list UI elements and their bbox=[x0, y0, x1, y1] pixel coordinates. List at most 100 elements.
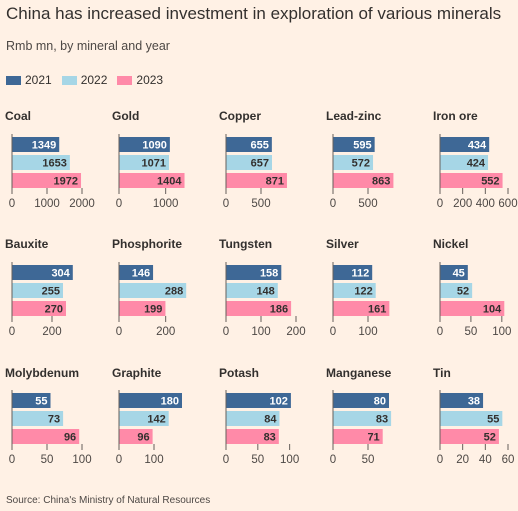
legend-swatch-2023 bbox=[117, 75, 133, 85]
tick-label-nickel-0: 0 bbox=[437, 326, 443, 338]
panel-tin: Tin 38 55 52 0 20 40 60 bbox=[433, 366, 514, 466]
bar-coal-2022 bbox=[12, 155, 70, 170]
bar-label-potash-2022: 84 bbox=[264, 414, 277, 426]
panel-title-iron-ore: Iron ore bbox=[433, 109, 478, 123]
tick-label-manganese-50: 50 bbox=[362, 454, 375, 466]
bar-label-bauxite-2023: 270 bbox=[45, 304, 63, 316]
bar-nickel-2022 bbox=[440, 283, 473, 298]
bar-copper-2023 bbox=[226, 173, 287, 188]
bar-label-lead-zinc-2023: 863 bbox=[372, 176, 390, 188]
bar-label-iron-ore-2021: 434 bbox=[468, 140, 487, 152]
bar-label-phosphorite-2022: 288 bbox=[165, 286, 183, 298]
bar-phosphorite-2022 bbox=[119, 283, 187, 298]
tick-label-potash-0: 0 bbox=[223, 454, 229, 466]
tick-label-manganese-0: 0 bbox=[330, 454, 336, 466]
bar-graphite-2023 bbox=[119, 429, 153, 444]
bar-label-tin-2022: 55 bbox=[487, 414, 499, 426]
bar-copper-2022 bbox=[226, 155, 272, 170]
tick-label-iron-ore-0: 0 bbox=[437, 198, 443, 210]
panel-title-phosphorite: Phosphorite bbox=[112, 237, 182, 251]
bar-lead-zinc-2023 bbox=[333, 173, 394, 188]
bar-iron-ore-2023 bbox=[440, 173, 503, 188]
tick-label-copper-500: 500 bbox=[251, 198, 270, 210]
bar-label-potash-2023: 83 bbox=[264, 432, 276, 444]
tick-label-coal-2000: 2000 bbox=[69, 198, 95, 210]
bar-label-tin-2021: 38 bbox=[468, 396, 480, 408]
bar-graphite-2022 bbox=[119, 411, 169, 426]
bar-coal-2021 bbox=[12, 137, 60, 152]
tick-label-coal-0: 0 bbox=[9, 198, 15, 210]
bar-silver-2023 bbox=[333, 301, 390, 316]
bar-label-copper-2022: 657 bbox=[251, 158, 269, 170]
bar-label-iron-ore-2023: 552 bbox=[481, 176, 499, 188]
legend-label-2022: 2022 bbox=[80, 73, 108, 87]
bar-tungsten-2023 bbox=[226, 301, 292, 316]
bar-manganese-2023 bbox=[333, 429, 383, 444]
bar-label-nickel-2022: 52 bbox=[457, 286, 469, 298]
tick-label-copper-0: 0 bbox=[223, 198, 229, 210]
bar-lead-zinc-2021 bbox=[333, 137, 375, 152]
legend-item-2023: 2023 bbox=[117, 73, 163, 87]
tick-label-iron-ore-200: 200 bbox=[453, 198, 472, 210]
tick-label-tin-60: 60 bbox=[502, 454, 515, 466]
panel-title-potash: Potash bbox=[219, 366, 259, 380]
bar-potash-2022 bbox=[226, 411, 280, 426]
bar-tin-2021 bbox=[440, 393, 484, 408]
tick-label-gold-1000: 1000 bbox=[153, 198, 179, 210]
bar-nickel-2021 bbox=[440, 265, 468, 280]
bar-label-nickel-2023: 104 bbox=[483, 304, 502, 316]
bar-label-lead-zinc-2021: 595 bbox=[353, 140, 371, 152]
bar-label-copper-2023: 871 bbox=[266, 176, 284, 188]
bar-tin-2023 bbox=[440, 429, 499, 444]
bar-silver-2022 bbox=[333, 283, 376, 298]
tick-label-bauxite-200: 200 bbox=[42, 326, 61, 338]
bar-label-bauxite-2022: 255 bbox=[42, 286, 60, 298]
panel-title-silver: Silver bbox=[326, 237, 359, 251]
tick-label-iron-ore-400: 400 bbox=[476, 198, 495, 210]
panel-title-gold: Gold bbox=[112, 109, 139, 123]
panel-title-graphite: Graphite bbox=[112, 366, 162, 380]
bar-label-coal-2022: 1653 bbox=[42, 158, 66, 170]
bar-label-potash-2021: 102 bbox=[270, 396, 288, 408]
bar-label-molybdenum-2022: 73 bbox=[48, 414, 60, 426]
bar-gold-2021 bbox=[119, 137, 170, 152]
bar-label-copper-2021: 655 bbox=[250, 140, 268, 152]
bar-label-manganese-2022: 83 bbox=[376, 414, 388, 426]
bar-label-coal-2023: 1972 bbox=[54, 176, 78, 188]
panel-iron-ore: Iron ore 434 424 552 0 200 400 600 bbox=[433, 109, 518, 210]
tick-label-gold-0: 0 bbox=[116, 198, 122, 210]
source-note: Source: China's Ministry of Natural Reso… bbox=[6, 495, 211, 506]
bar-graphite-2021 bbox=[119, 393, 182, 408]
bar-molybdenum-2021 bbox=[12, 393, 51, 408]
panel-title-coal: Coal bbox=[5, 109, 31, 123]
tick-label-potash-50: 50 bbox=[251, 454, 264, 466]
tick-label-molybdenum-0: 0 bbox=[9, 454, 15, 466]
legend-item-2021: 2021 bbox=[6, 73, 52, 87]
bar-molybdenum-2022 bbox=[12, 411, 64, 426]
bar-iron-ore-2022 bbox=[440, 155, 489, 170]
panel-title-molybdenum: Molybdenum bbox=[5, 366, 79, 380]
legend: 2021 2022 2023 bbox=[6, 73, 163, 87]
chart-subtitle: Rmb mn, by mineral and year bbox=[6, 39, 170, 53]
bar-label-gold-2021: 1090 bbox=[142, 140, 166, 152]
tick-label-molybdenum-50: 50 bbox=[41, 454, 54, 466]
panel-silver: Silver 112 122 161 0 100 bbox=[326, 237, 390, 338]
legend-swatch-2022 bbox=[61, 75, 77, 85]
bar-label-molybdenum-2023: 96 bbox=[64, 432, 76, 444]
tick-label-tin-20: 20 bbox=[456, 454, 469, 466]
bar-label-tungsten-2023: 186 bbox=[270, 304, 288, 316]
tick-label-tin-40: 40 bbox=[479, 454, 492, 466]
tick-label-nickel-50: 50 bbox=[465, 326, 478, 338]
panel-copper: Copper 655 657 871 0 500 bbox=[219, 109, 287, 210]
panel-manganese: Manganese 80 83 71 0 50 bbox=[326, 366, 392, 466]
tick-label-iron-ore-600: 600 bbox=[498, 198, 517, 210]
panel-title-manganese: Manganese bbox=[326, 366, 392, 380]
bar-tungsten-2022 bbox=[226, 283, 278, 298]
bar-label-gold-2023: 1404 bbox=[157, 176, 182, 188]
tick-label-phosphorite-200: 200 bbox=[156, 326, 175, 338]
bar-label-graphite-2022: 142 bbox=[147, 414, 165, 426]
bar-label-silver-2021: 112 bbox=[351, 268, 369, 280]
tick-label-lead-zinc-0: 0 bbox=[330, 198, 336, 210]
legend-item-2022: 2022 bbox=[61, 73, 108, 87]
